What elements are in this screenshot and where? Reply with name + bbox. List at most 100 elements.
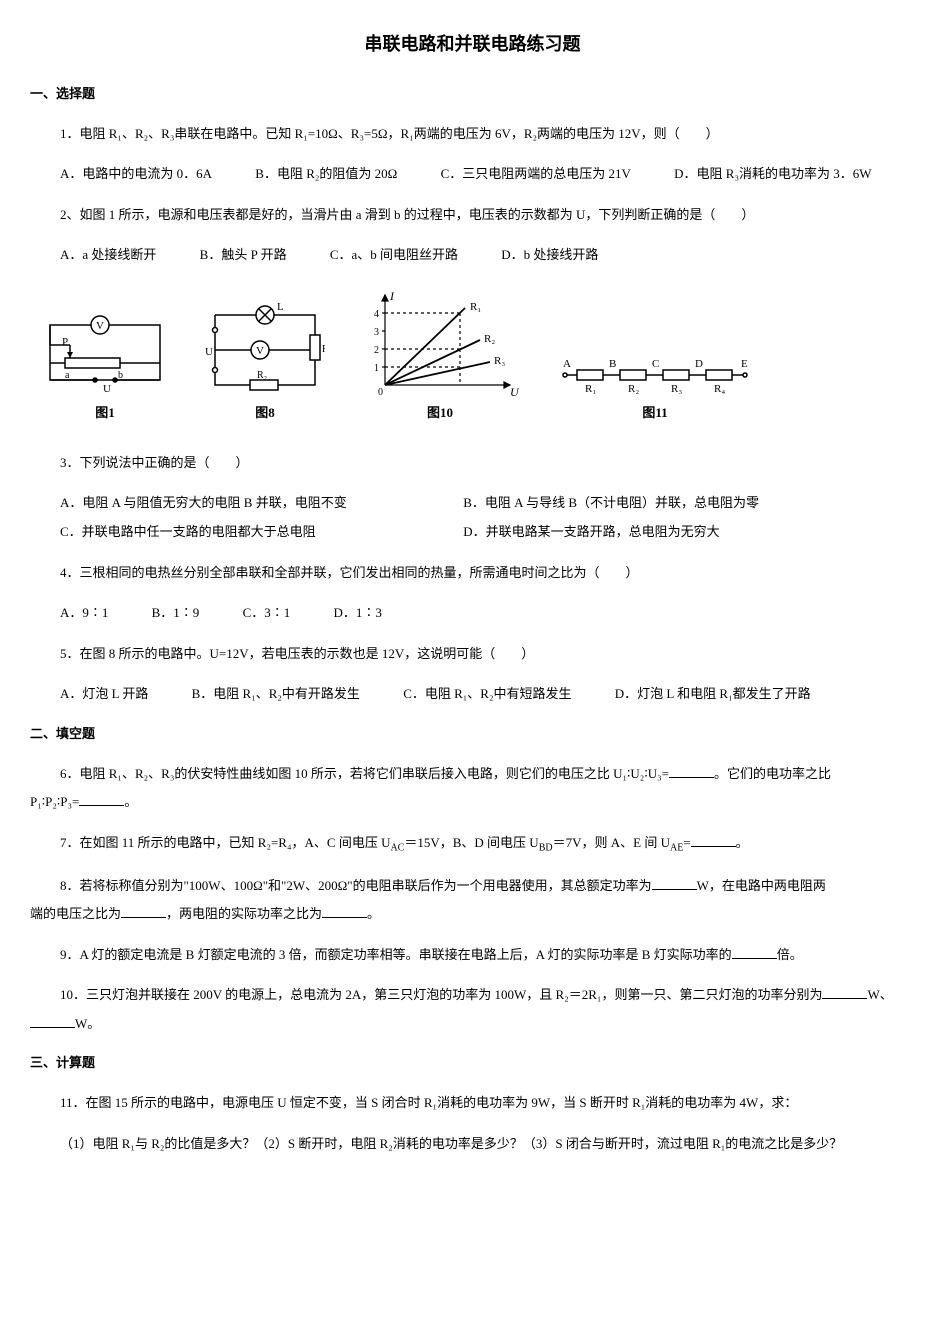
figures-row: V P a b U xyxy=(40,290,915,424)
q9-part-b: 倍。 xyxy=(777,947,803,962)
question-2: 2、如图 1 所示，电源和电压表都是好的，当滑片由 a 滑到 b 的过程中，电压… xyxy=(60,201,915,230)
q8-blank-3 xyxy=(322,905,367,918)
q8-part-b: W，在电路中两电阻两 xyxy=(697,878,826,893)
svg-text:R₃: R₃ xyxy=(671,383,682,395)
question-9: 9．A 灯的额定电流是 B 灯额定电流的 3 倍，而额定功率相等。串联接在电路上… xyxy=(60,941,915,970)
question-5: 5．在图 8 所示的电路中。U=12V，若电压表的示数也是 12V，这说明可能（… xyxy=(60,640,915,669)
figure-11: A B C D E R₁ R₂ R₃ R₄ 图11 xyxy=(555,350,755,424)
svg-text:R₁: R₁ xyxy=(322,344,325,355)
question-11-sub: （1）电阻 R₁与 R₂的比值是多大？（2）S 断开时，电阻 R₂消耗的电功率是… xyxy=(60,1130,915,1159)
q6-part-b: 。它们的电功率之比 xyxy=(714,766,831,781)
q7-part-d: = xyxy=(683,835,690,850)
q3-opt-b: B．电阻 A 与导线 B（不计电阻）并联，总电阻为零 xyxy=(463,489,759,518)
svg-text:R₄: R₄ xyxy=(714,383,725,395)
q8-blank-2 xyxy=(121,905,166,918)
q7-sub-bd: BD xyxy=(539,843,553,854)
svg-text:3: 3 xyxy=(374,327,379,338)
svg-text:V: V xyxy=(256,345,264,357)
q6-part-d: 。 xyxy=(124,794,137,809)
q2-opt-a: A．a 处接线断开 xyxy=(60,241,156,270)
q1-opt-c: C．三只电阻两端的总电压为 21V xyxy=(441,160,631,189)
q4-opt-c: C．3∶1 xyxy=(243,599,291,628)
svg-text:2: 2 xyxy=(374,345,379,356)
svg-text:P: P xyxy=(62,336,68,348)
svg-text:0: 0 xyxy=(378,387,383,398)
figure-10: I U 1 2 3 4 R₁ R₂ R₃ 0 xyxy=(360,290,520,424)
svg-text:B: B xyxy=(609,358,616,370)
q8-blank-1 xyxy=(652,877,697,890)
svg-text:R₁: R₁ xyxy=(585,383,596,395)
svg-text:1: 1 xyxy=(374,363,379,374)
svg-text:U: U xyxy=(103,383,111,395)
figure-8-label: 图8 xyxy=(205,403,325,424)
question-10: 10．三只灯泡并联接在 200V 的电源上，总电流为 2A，第三只灯泡的功率为 … xyxy=(30,981,915,1038)
question-11: 11．在图 15 所示的电路中，电源电压 U 恒定不变，当 S 闭合时 R₁消耗… xyxy=(60,1089,915,1118)
q4-opt-d: D．1∶3 xyxy=(333,599,381,628)
svg-text:E: E xyxy=(741,358,748,370)
q3-opt-d: D．并联电路某一支路开路，总电阻为无穷大 xyxy=(463,518,719,547)
q4-opt-b: B．1∶9 xyxy=(152,599,200,628)
q5-opt-a: A．灯泡 L 开路 xyxy=(60,680,148,709)
q10-part-a: 10．三只灯泡并联接在 200V 的电源上，总电流为 2A，第三只灯泡的功率为 … xyxy=(60,987,822,1002)
q7-blank xyxy=(691,834,736,847)
q1-opt-a: A．电路中的电流为 0．6A xyxy=(60,160,212,189)
figure-1: V P a b U xyxy=(40,310,170,424)
svg-text:4: 4 xyxy=(374,309,379,320)
svg-text:A: A xyxy=(563,358,571,370)
svg-text:U: U xyxy=(510,385,520,399)
q7-sub-ac: AC xyxy=(390,843,404,854)
svg-text:R₃: R₃ xyxy=(494,355,505,367)
q5-opt-d: D．灯泡 L 和电阻 R₁都发生了开路 xyxy=(615,680,811,709)
question-1: 1．电阻 R₁、R₂、R₃串联在电路中。已知 R₁=10Ω、R₃=5Ω，R₁两端… xyxy=(60,120,915,149)
svg-text:R₂: R₂ xyxy=(628,383,639,395)
q10-blank-1 xyxy=(822,986,867,999)
question-4-options: A．9∶1 B．1∶9 C．3∶1 D．1∶3 xyxy=(60,599,915,628)
q8-part-e: 。 xyxy=(367,906,380,921)
question-3-options: A．电阻 A 与阻值无穷大的电阻 B 并联，电阻不变 B．电阻 A 与导线 B（… xyxy=(60,489,915,546)
q3-opt-c: C．并联电路中任一支路的电阻都大于总电阻 xyxy=(60,518,420,547)
svg-text:V: V xyxy=(96,320,104,332)
q2-opt-b: B．触头 P 开路 xyxy=(200,241,287,270)
section-2-heading: 二、填空题 xyxy=(30,724,915,745)
q6-blank-2 xyxy=(79,793,124,806)
svg-text:R₁: R₁ xyxy=(470,301,481,313)
svg-text:L: L xyxy=(277,301,284,313)
figure-11-label: 图11 xyxy=(555,403,755,424)
q8-part-d: ，两电阻的实际功率之比为 xyxy=(166,906,322,921)
section-1-heading: 一、选择题 xyxy=(30,84,915,105)
svg-text:R₂: R₂ xyxy=(484,333,495,345)
question-3: 3．下列说法中正确的是（ ） xyxy=(60,449,915,478)
q9-blank xyxy=(732,946,777,959)
q2-opt-d: D．b 处接线开路 xyxy=(501,241,598,270)
svg-text:C: C xyxy=(652,358,659,370)
figure-8: L V R₁ R₂ U 图8 xyxy=(205,300,325,424)
question-8: 8．若将标称值分别为"100W、100Ω"和"2W、200Ω"的电阻串联后作为一… xyxy=(30,872,915,929)
q10-blank-2 xyxy=(30,1015,75,1028)
question-4: 4．三根相同的电热丝分别全部串联和全部并联，它们发出相同的热量，所需通电时间之比… xyxy=(60,559,915,588)
figure-1-label: 图1 xyxy=(40,403,170,424)
q7-part-a: 7．在如图 11 所示的电路中，已知 R₂=R₄，A、C 间电压 U xyxy=(60,835,390,850)
q6-part-a: 6．电阻 R₁、R₂、R₃的伏安特性曲线如图 10 所示，若将它们串联后接入电路… xyxy=(60,766,669,781)
q1-opt-b: B．电阻 R₂的阻值为 20Ω xyxy=(255,160,397,189)
q4-opt-a: A．9∶1 xyxy=(60,599,108,628)
q1-opt-d: D．电阻 R₃消耗的电功率为 3．6W xyxy=(674,160,871,189)
question-1-options: A．电路中的电流为 0．6A B．电阻 R₂的阻值为 20Ω C．三只电阻两端的… xyxy=(60,160,915,189)
q6-blank-1 xyxy=(669,765,714,778)
question-5-options: A．灯泡 L 开路 B．电阻 R₁、R₂中有开路发生 C．电阻 R₁、R₂中有短… xyxy=(60,680,915,709)
question-6: 6．电阻 R₁、R₂、R₃的伏安特性曲线如图 10 所示，若将它们串联后接入电路… xyxy=(30,760,915,817)
question-2-options: A．a 处接线断开 B．触头 P 开路 C．a、b 间电阻丝开路 D．b 处接线… xyxy=(60,241,915,270)
question-7: 7．在如图 11 所示的电路中，已知 R₂=R₄，A、C 间电压 UAC＝15V… xyxy=(60,829,915,860)
q7-sub-ae: AE xyxy=(670,843,683,854)
q10-part-b: W、 xyxy=(867,987,892,1002)
q5-opt-b: B．电阻 R₁、R₂中有开路发生 xyxy=(192,680,360,709)
svg-text:R₂: R₂ xyxy=(257,370,267,381)
svg-text:D: D xyxy=(695,358,703,370)
q5-opt-c: C．电阻 R₁、R₂中有短路发生 xyxy=(403,680,571,709)
section-3-heading: 三、计算题 xyxy=(30,1053,915,1074)
q3-opt-a: A．电阻 A 与阻值无穷大的电阻 B 并联，电阻不变 xyxy=(60,489,420,518)
q6-part-c: P₁∶P₂∶P₃= xyxy=(30,794,79,809)
q8-part-c: 端的电压之比为 xyxy=(30,906,121,921)
q7-part-c: ＝7V，则 A、E 间 U xyxy=(553,835,670,850)
svg-text:I: I xyxy=(389,290,395,303)
svg-text:U: U xyxy=(205,346,213,358)
